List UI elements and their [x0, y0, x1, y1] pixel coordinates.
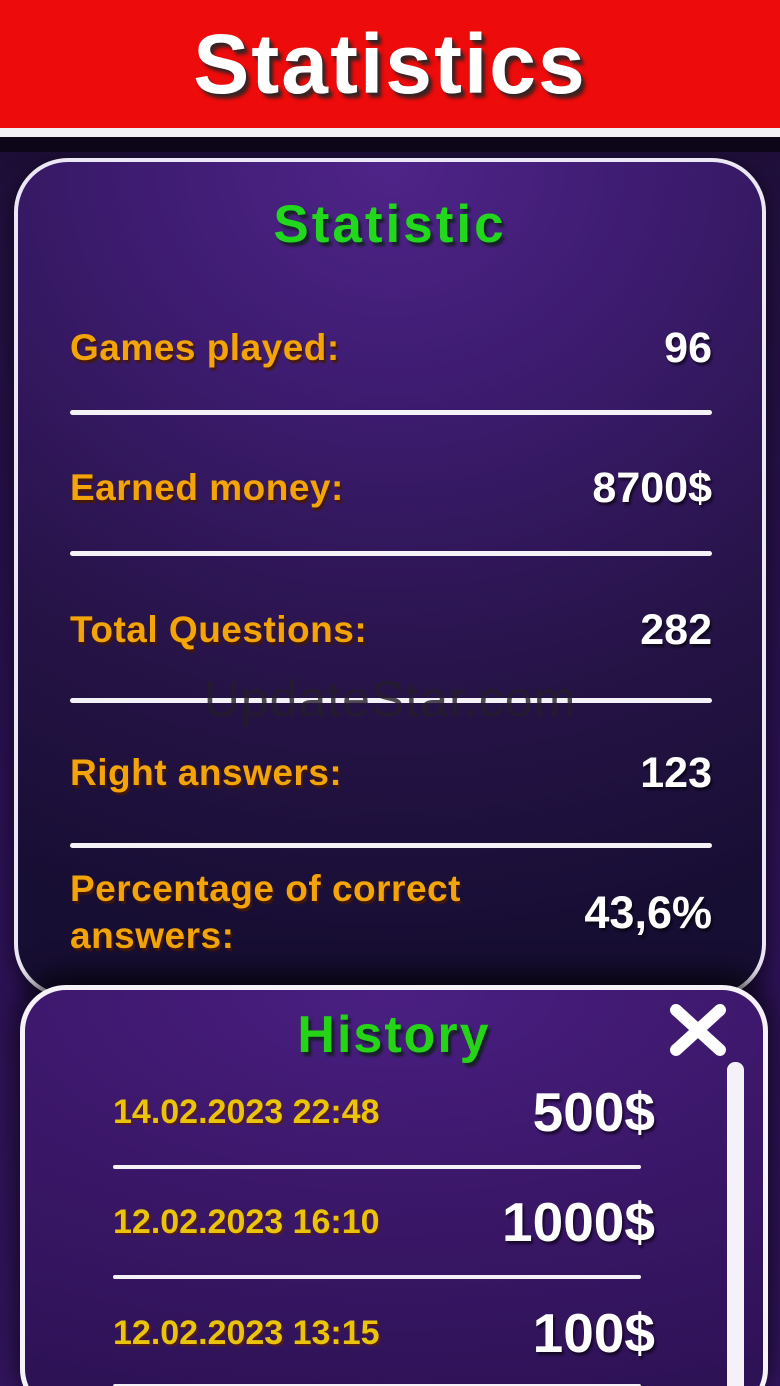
history-date: 14.02.2023 22:48	[113, 1092, 380, 1131]
scrollbar-thumb[interactable]	[727, 1062, 744, 1386]
stat-value: 282	[640, 605, 712, 654]
row-separator	[70, 698, 712, 703]
close-icon[interactable]	[666, 1003, 730, 1057]
stat-row-right-answers: Right answers: 123	[70, 745, 712, 801]
close-icon-stroke	[670, 1004, 726, 1056]
stat-row-total-questions: Total Questions: 282	[70, 602, 712, 658]
stat-label: Earned money:	[70, 467, 344, 508]
stat-row-earned-money: Earned money: 8700$	[70, 460, 712, 516]
statistic-panel: Statistic Games played: 96 Earned money:…	[14, 158, 766, 998]
stat-row-percentage: Percentage of correct answers: 43,6%	[70, 864, 712, 962]
history-row-separator	[113, 1384, 641, 1386]
stat-row-games-played: Games played: 96	[70, 320, 712, 376]
history-date: 12.02.2023 13:15	[113, 1313, 380, 1352]
history-amount: 1000$	[502, 1191, 655, 1253]
history-row-separator	[113, 1275, 641, 1279]
history-amount: 500$	[532, 1081, 655, 1143]
stat-value: 8700$	[592, 463, 712, 512]
statistic-panel-title: Statistic	[273, 194, 507, 254]
stat-label: Total Questions:	[70, 609, 368, 650]
stat-label: Right answers:	[70, 752, 343, 793]
banner-shadow	[0, 137, 780, 152]
row-separator	[70, 551, 712, 556]
history-date: 12.02.2023 16:10	[113, 1202, 380, 1241]
stat-label: Games played:	[70, 327, 340, 368]
header-banner: Statistics	[0, 0, 780, 128]
stat-value: 96	[664, 323, 712, 372]
history-panel-title: History	[297, 1006, 491, 1064]
history-row-separator	[113, 1165, 641, 1169]
history-row: 12.02.2023 13:15 100$	[113, 1302, 655, 1364]
stat-value: 123	[640, 748, 712, 797]
banner-underline	[0, 128, 780, 137]
row-separator	[70, 410, 712, 415]
history-row: 12.02.2023 16:10 1000$	[113, 1191, 655, 1253]
history-row: 14.02.2023 22:48 500$	[113, 1081, 655, 1143]
stat-label: Percentage of correct answers:	[70, 868, 461, 956]
history-amount: 100$	[532, 1302, 655, 1364]
stat-value: 43,6%	[584, 887, 712, 938]
history-panel[interactable]: History 14.02.2023 22:48 500$ 12.02.2023…	[20, 985, 768, 1386]
page-title: Statistics	[193, 16, 587, 111]
row-separator	[70, 843, 712, 848]
